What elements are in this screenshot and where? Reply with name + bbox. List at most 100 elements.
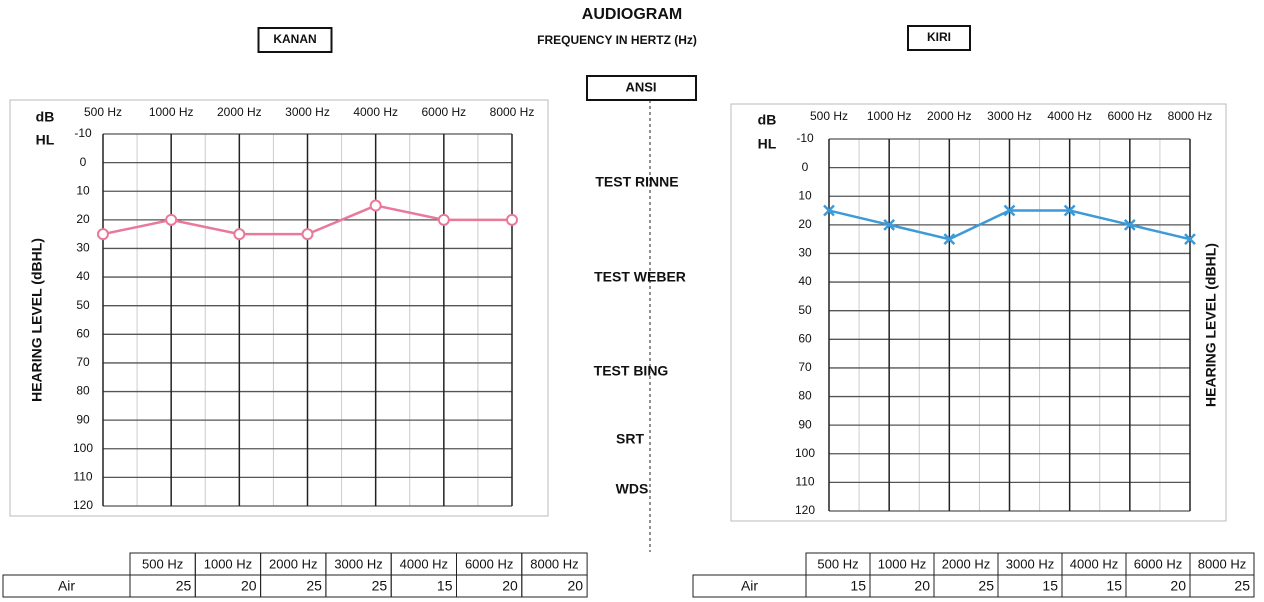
table-value: 25 xyxy=(1234,578,1250,594)
x-tick-label: 2000 Hz xyxy=(927,109,972,123)
chart-frame xyxy=(730,103,1227,522)
data-point xyxy=(437,213,450,226)
table-header: 500 Hz xyxy=(817,556,858,571)
y-tick-label: 50 xyxy=(76,298,90,312)
x-tick-label: 500 Hz xyxy=(810,109,848,123)
chart-title-box xyxy=(257,27,333,53)
table-value: 20 xyxy=(914,578,930,594)
table-value: 20 xyxy=(1170,578,1186,594)
table-header: 6000 Hz xyxy=(465,556,513,571)
y-unit: dB xyxy=(36,109,55,125)
y-tick-label: -10 xyxy=(74,126,92,140)
x-tick-label: 6000 Hz xyxy=(1107,109,1152,123)
table-header: 1000 Hz xyxy=(204,556,252,571)
data-point xyxy=(823,204,835,217)
data-point xyxy=(165,213,178,226)
data-point xyxy=(506,213,518,226)
y-unit: HL xyxy=(758,136,777,152)
table-cell xyxy=(692,574,807,598)
data-point xyxy=(883,218,896,231)
table-row-label: Air xyxy=(58,578,75,594)
data-point xyxy=(97,228,109,241)
data-point xyxy=(1184,233,1196,246)
table-header: 2000 Hz xyxy=(942,556,990,571)
table-header: 500 Hz xyxy=(142,556,183,571)
y-tick-label: 80 xyxy=(798,389,812,403)
table-header: 4000 Hz xyxy=(1070,556,1118,571)
table-value: 25 xyxy=(176,578,192,594)
table-value: 25 xyxy=(978,578,994,594)
table-value: 20 xyxy=(241,578,257,594)
x-tick-label: 1000 Hz xyxy=(867,109,912,123)
table-header: 4000 Hz xyxy=(400,556,448,571)
table-value: 25 xyxy=(372,578,388,594)
standard-box xyxy=(586,75,697,101)
table-value: 20 xyxy=(502,578,518,594)
y-tick-label: 50 xyxy=(798,303,812,317)
table-header: 8000 Hz xyxy=(530,556,578,571)
table-value: 15 xyxy=(1106,578,1122,594)
test-label: WDS xyxy=(616,481,649,497)
y-tick-label: 10 xyxy=(798,188,812,202)
subtitle: FREQUENCY IN HERTZ (Hz) xyxy=(537,33,697,47)
x-tick-label: 6000 Hz xyxy=(421,105,466,119)
y-tick-label: 100 xyxy=(73,441,93,455)
y-tick-label: -10 xyxy=(796,131,814,145)
title: AUDIOGRAM xyxy=(582,6,682,23)
x-tick-label: 8000 Hz xyxy=(1168,109,1213,123)
table-value: 20 xyxy=(568,578,584,594)
x-tick-label: 4000 Hz xyxy=(353,105,398,119)
y-tick-label: 120 xyxy=(73,498,93,512)
y-tick-label: 0 xyxy=(802,160,809,174)
test-label: TEST WEBER xyxy=(594,269,686,285)
table-header: 8000 Hz xyxy=(1198,556,1246,571)
y-tick-label: 0 xyxy=(80,155,87,169)
y-tick-label: 40 xyxy=(798,274,812,288)
y-tick-label: 30 xyxy=(798,246,812,260)
standard: ANSI xyxy=(625,79,656,94)
y-tick-label: 100 xyxy=(795,446,815,460)
y-unit: dB xyxy=(758,112,777,128)
data-point xyxy=(369,199,382,212)
chart-frame xyxy=(9,99,549,517)
y-tick-label: 20 xyxy=(76,212,90,226)
data-point xyxy=(233,228,246,241)
y-axis-label: HEARING LEVEL (dBHL) xyxy=(29,238,45,402)
y-tick-label: 70 xyxy=(76,355,90,369)
table-header: 6000 Hz xyxy=(1134,556,1182,571)
data-point xyxy=(1003,204,1016,217)
table-value: 25 xyxy=(306,578,322,594)
data-point xyxy=(1123,218,1136,231)
y-tick-label: 110 xyxy=(795,475,814,489)
test-label: TEST RINNE xyxy=(595,174,678,190)
table-value: 15 xyxy=(1042,578,1058,594)
x-tick-label: 500 Hz xyxy=(84,105,122,119)
table-row-label: Air xyxy=(741,578,758,594)
chart-title-box xyxy=(907,25,971,51)
chart-title: KIRI xyxy=(927,30,951,44)
x-tick-label: 8000 Hz xyxy=(490,105,535,119)
y-tick-label: 40 xyxy=(76,269,90,283)
y-tick-label: 80 xyxy=(76,384,90,398)
table-cell xyxy=(2,574,131,598)
table-header: 1000 Hz xyxy=(878,556,926,571)
chart-title: KANAN xyxy=(273,32,316,46)
data-point xyxy=(301,228,314,241)
table-cell xyxy=(521,574,588,598)
table-header: 3000 Hz xyxy=(334,556,382,571)
x-tick-label: 2000 Hz xyxy=(217,105,262,119)
x-tick-label: 3000 Hz xyxy=(285,105,330,119)
y-unit: HL xyxy=(36,132,55,148)
table-header: 3000 Hz xyxy=(1006,556,1054,571)
table-header: 2000 Hz xyxy=(269,556,317,571)
y-axis-label: HEARING LEVEL (dBHL) xyxy=(1203,243,1219,407)
test-label: SRT xyxy=(616,431,644,447)
x-tick-label: 4000 Hz xyxy=(1047,109,1092,123)
table-value: 15 xyxy=(437,578,453,594)
x-tick-label: 1000 Hz xyxy=(149,105,194,119)
y-tick-label: 60 xyxy=(798,331,812,345)
y-tick-label: 30 xyxy=(76,241,90,255)
y-tick-label: 60 xyxy=(76,326,90,340)
